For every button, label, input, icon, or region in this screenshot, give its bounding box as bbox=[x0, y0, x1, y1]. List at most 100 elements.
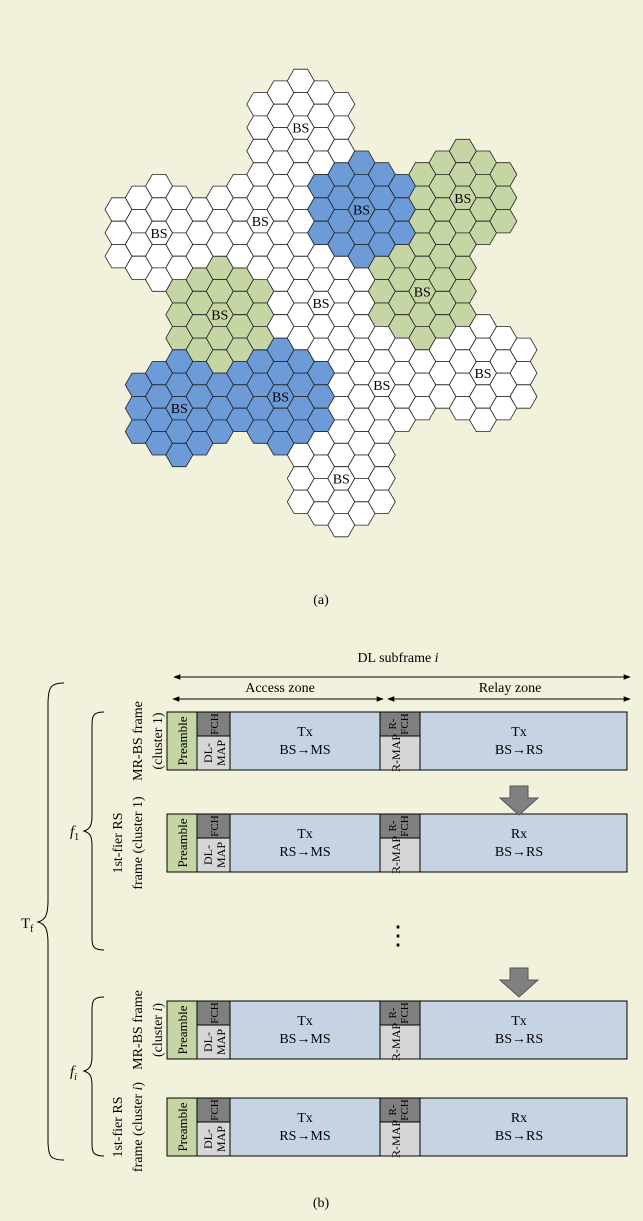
relay-link: BS→RS bbox=[495, 743, 543, 758]
relay-link: BS→RS bbox=[495, 845, 543, 860]
hex-cell bbox=[286, 232, 315, 257]
bs-label: BS bbox=[252, 215, 269, 230]
svg-text:frame (cluster 1): frame (cluster 1) bbox=[131, 796, 146, 890]
cell-cluster bbox=[286, 419, 396, 538]
r-fch-block bbox=[379, 1097, 421, 1123]
relay-mode: Rx bbox=[511, 1111, 527, 1126]
r-map-block bbox=[379, 1121, 421, 1157]
cell-cluster bbox=[428, 314, 538, 433]
preamble-label: Preamble bbox=[175, 1005, 190, 1054]
access-mode: Tx bbox=[297, 1111, 313, 1126]
access-mode: Tx bbox=[297, 827, 313, 842]
preamble-block bbox=[166, 711, 198, 771]
frame-row: MR-BS frame (cluster 1) Preamble FCH DL-MAP T… bbox=[131, 701, 628, 781]
bs-label: BS bbox=[171, 402, 188, 417]
r-fch-block bbox=[379, 711, 421, 737]
cell-cluster bbox=[327, 325, 437, 444]
frame-row: MR-BS frame (cluster i) Preamble FCH DL-MAP T… bbox=[131, 990, 628, 1070]
fch-block bbox=[196, 711, 231, 737]
bs-label: BS bbox=[373, 379, 390, 394]
fi-label: fi bbox=[70, 1064, 77, 1083]
hex-cell bbox=[367, 489, 396, 514]
r-map-label: R-MAP bbox=[389, 1023, 403, 1061]
hex-cell bbox=[205, 419, 234, 444]
dl-map-block bbox=[196, 735, 231, 771]
bs-labels: BS BS BS BS BS BS BS BS BS BS BS BS BS bbox=[150, 122, 491, 488]
access-link: RS→MS bbox=[279, 845, 330, 860]
relay-mode: Rx bbox=[511, 827, 527, 842]
access-zone-label: Access zone bbox=[245, 681, 315, 696]
preamble-label: Preamble bbox=[175, 818, 190, 867]
bs-label: BS bbox=[211, 309, 228, 324]
cell-cluster bbox=[104, 173, 214, 292]
fch-block bbox=[196, 1097, 231, 1123]
relay-mode: Tx bbox=[511, 1014, 527, 1029]
bs-label: BS bbox=[150, 227, 167, 242]
bs-label: BS bbox=[292, 122, 309, 137]
frame-row: 1st-fier RS frame (cluster 1) Preamble FCH D… bbox=[111, 796, 628, 890]
relay-down-arrow-1 bbox=[498, 785, 540, 816]
r-fch-label: R-FCH bbox=[387, 1002, 411, 1023]
hex-cell bbox=[327, 138, 356, 164]
dl-map-label: DL-MAP bbox=[201, 1126, 228, 1152]
bs-label: BS bbox=[272, 391, 289, 406]
r-map-block bbox=[379, 837, 421, 873]
r-fch-label: R-FCH bbox=[387, 815, 411, 836]
svg-text:1st-fier RS: 1st-fier RS bbox=[111, 812, 126, 873]
frame-side-label: MR-BS frame (cluster i) bbox=[131, 990, 166, 1070]
svg-text:MR-BS frame: MR-BS frame bbox=[131, 701, 146, 781]
dl-map-label: DL-MAP bbox=[201, 842, 228, 868]
cell-cluster bbox=[124, 349, 234, 468]
bs-label: BS bbox=[312, 297, 329, 312]
svg-text:(cluster 1): (cluster 1) bbox=[151, 712, 166, 769]
fch-label: FCH bbox=[209, 815, 221, 836]
svg-text:MR-BS frame: MR-BS frame bbox=[131, 990, 146, 1070]
bs-label: BS bbox=[414, 285, 431, 300]
hex-cell bbox=[509, 384, 538, 409]
tf-label: Tf bbox=[21, 916, 34, 935]
hex-cell bbox=[246, 325, 275, 351]
cell-cluster bbox=[266, 244, 376, 362]
fch-label: FCH bbox=[209, 1002, 221, 1023]
bs-label: BS bbox=[454, 192, 471, 207]
bs-label: BS bbox=[353, 203, 370, 218]
relay-mode: Tx bbox=[511, 725, 527, 740]
caption-b: (b) bbox=[313, 1196, 330, 1211]
cell-cluster bbox=[367, 232, 477, 351]
relay-link: BS→RS bbox=[495, 1129, 543, 1144]
svg-text:(cluster i): (cluster i) bbox=[151, 1003, 166, 1057]
r-fch-label: R-FCH bbox=[387, 713, 411, 734]
brace-tf bbox=[36, 682, 65, 1161]
bs-label: BS bbox=[474, 367, 491, 382]
preamble-block bbox=[166, 813, 198, 873]
frame-side-label: 1st-fier RS frame (cluster 1) bbox=[111, 796, 146, 890]
svg-text:frame (cluster i): frame (cluster i) bbox=[131, 1082, 146, 1173]
dl-map-block bbox=[196, 1121, 231, 1157]
r-map-label: R-MAP bbox=[389, 1120, 403, 1158]
f1-label: f1 bbox=[70, 824, 79, 843]
cell-cluster bbox=[205, 162, 315, 281]
cell-cluster bbox=[165, 255, 275, 374]
r-map-block bbox=[379, 735, 421, 771]
dl-map-label: DL-MAP bbox=[201, 740, 228, 766]
r-fch-label: R-FCH bbox=[387, 1099, 411, 1120]
frames: MR-BS frame (cluster 1) Preamble FCH DL-MAP T… bbox=[111, 701, 628, 1173]
preamble-label: Preamble bbox=[175, 716, 190, 765]
r-map-block bbox=[379, 1024, 421, 1060]
dl-map-label: DL-MAP bbox=[201, 1029, 228, 1055]
access-mode: Tx bbox=[297, 1014, 313, 1029]
r-map-label: R-MAP bbox=[389, 836, 403, 874]
frame-side-label: 1st-fier RS frame (cluster i) bbox=[111, 1082, 146, 1173]
hex-cell bbox=[489, 209, 518, 234]
frame-row: 1st-fier RS frame (cluster i) Preamble FCH D… bbox=[111, 1082, 628, 1173]
cell-cluster bbox=[408, 138, 518, 257]
fch-label: FCH bbox=[209, 713, 221, 734]
access-link: RS→MS bbox=[279, 1129, 330, 1144]
caption-a: (a) bbox=[313, 593, 329, 608]
frame-side-label: MR-BS frame (cluster 1) bbox=[131, 701, 166, 781]
relay-down-arrow-2 bbox=[498, 967, 540, 998]
r-fch-block bbox=[379, 813, 421, 839]
fch-label: FCH bbox=[209, 1099, 221, 1120]
svg-text:1st-fier RS: 1st-fier RS bbox=[111, 1096, 126, 1157]
